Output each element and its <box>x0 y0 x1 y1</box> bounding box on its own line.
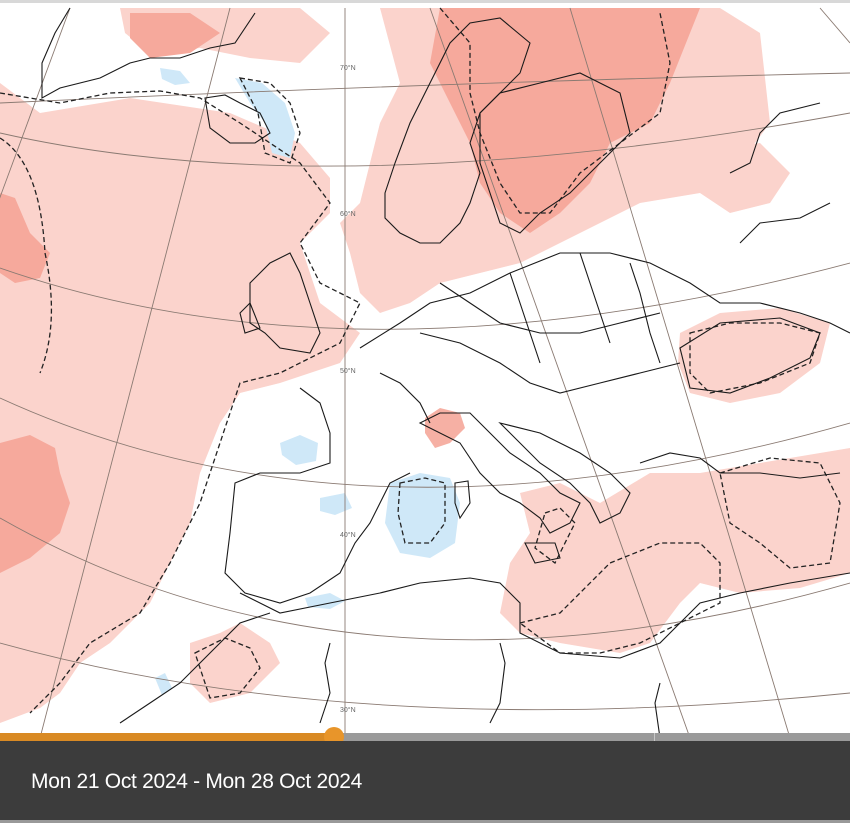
warm-anomaly-strong-atlantic <box>0 435 70 573</box>
significance-contours <box>0 7 841 714</box>
warm-anomaly-atlantic <box>0 83 360 723</box>
warm-anomaly-alps <box>425 408 465 448</box>
svg-text:40°N: 40°N <box>340 531 356 539</box>
warm-anomaly-strong-greenland <box>130 13 220 58</box>
cool-anomaly-alboran <box>305 593 345 609</box>
date-footer: Mon 21 Oct 2024 - Mon 28 Oct 2024 <box>0 741 850 823</box>
timeline-progress <box>0 733 334 741</box>
warm-anomaly-med-east <box>500 448 850 653</box>
warm-anomaly-blacksea <box>678 308 830 403</box>
graticule <box>0 7 850 735</box>
cool-anomaly-atlantic-small <box>155 673 172 695</box>
latitude-labels: 70°N 60°N 50°N 40°N 30°N <box>340 64 356 714</box>
coastlines <box>41 7 850 735</box>
date-range-label: Mon 21 Oct 2024 - Mon 28 Oct 2024 <box>31 770 362 793</box>
map-canvas: 70°N 60°N 50°N 40°N 30°N <box>0 7 850 735</box>
timeline-slider[interactable] <box>0 727 850 747</box>
cool-anomaly-spain <box>320 493 352 515</box>
cool-anomaly-gulf-of-lion <box>385 473 460 558</box>
anomaly-map: 70°N 60°N 50°N 40°N 30°N <box>0 0 850 735</box>
timeline-tick <box>654 733 655 741</box>
warm-anomaly-morocco <box>190 623 280 703</box>
svg-text:50°N: 50°N <box>340 367 356 375</box>
svg-text:70°N: 70°N <box>340 64 356 72</box>
cool-anomaly-iceland-sea <box>235 78 295 158</box>
svg-text:60°N: 60°N <box>340 210 356 218</box>
warm-anomaly-strong-west <box>0 193 50 283</box>
cool-anomaly-biscay <box>280 435 318 465</box>
svg-text:30°N: 30°N <box>340 706 356 714</box>
warm-anomaly-eastern <box>690 143 790 213</box>
cool-anomaly-norwegian <box>160 68 190 85</box>
